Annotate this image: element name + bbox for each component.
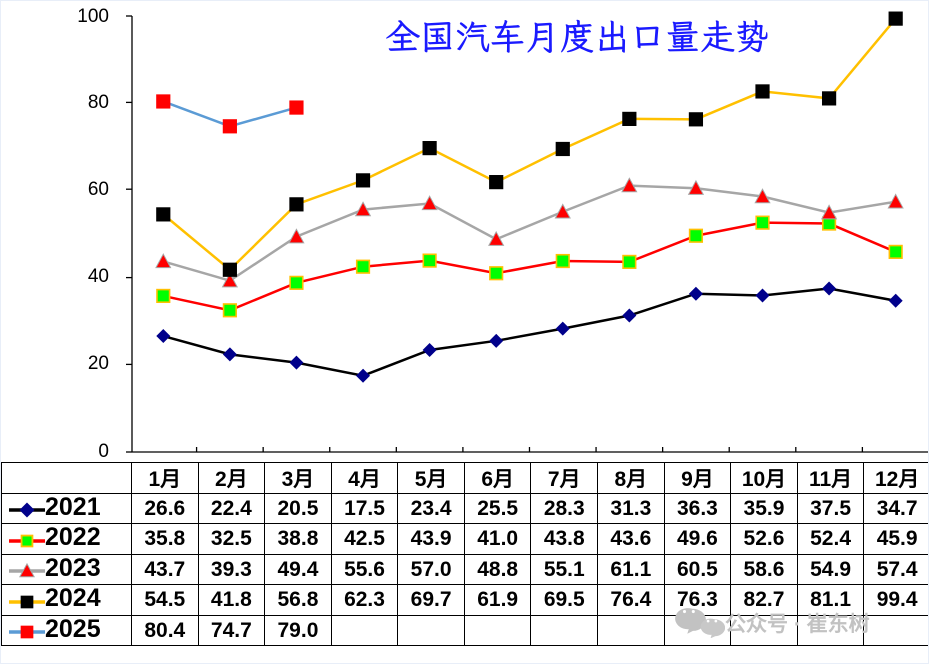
svg-text:100: 100 [77,6,109,27]
svg-text:40: 40 [88,266,109,287]
svg-text:20: 20 [88,353,109,374]
svg-text:60: 60 [88,179,109,200]
svg-text:0: 0 [98,441,109,462]
svg-text:80: 80 [88,92,109,113]
svg-text:全国汽车月度出口量走势: 全国汽车月度出口量走势 [385,13,770,59]
